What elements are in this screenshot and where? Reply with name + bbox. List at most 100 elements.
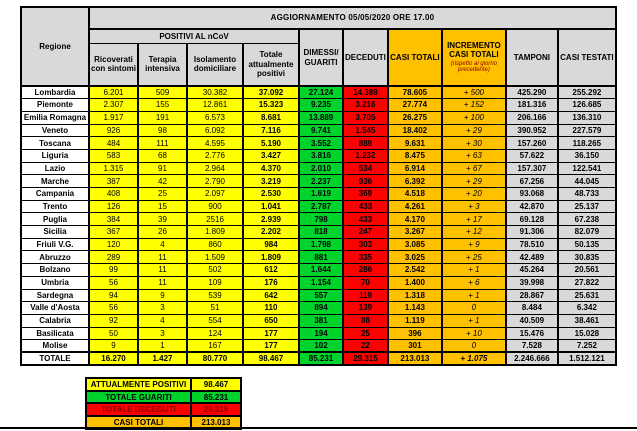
cell-incremento: + 9: [440, 237, 506, 251]
cell-deceduti: 22: [342, 339, 388, 353]
cell-ricoverati: 2.307: [88, 98, 138, 112]
cell-incremento: + 152: [440, 98, 506, 112]
positivi-group-header: POSITIVI AL nCoV: [88, 28, 299, 43]
cell-casi-testati: 227.579: [556, 123, 616, 137]
cell-ricoverati: 56: [88, 275, 138, 289]
cell-dimessi-guariti: 881: [298, 250, 343, 264]
summary-row: TOTALE GUARITI 85.231: [85, 389, 242, 405]
cell-ricoverati: 289: [88, 250, 138, 264]
cell-ricoverati: 16.270: [88, 351, 138, 366]
cell-dimessi-guariti: 13.889: [298, 110, 343, 125]
summary-label-attualmente-positivi: ATTUALMENTE POSITIVI: [85, 377, 192, 392]
cell-dimessi-guariti: 3.816: [298, 148, 343, 163]
cell-casi-totali: 1.143: [386, 301, 442, 315]
cell-totale-positivi: 612: [242, 263, 299, 277]
column-header-deceduti: DECEDUTI: [342, 28, 388, 86]
cell-dimessi-guariti: 894: [298, 301, 343, 315]
cell-totale-positivi: 3.427: [242, 148, 299, 163]
covid-data-table: Regione AGGIORNAMENTO 05/05/2020 ORE 17.…: [20, 6, 617, 367]
table-row-total: TOTALE 16.270 1.427 80.770 98.467 85.231…: [20, 351, 616, 366]
cell-casi-testati: 136.310: [556, 110, 616, 125]
region-name: Bolzano: [20, 263, 89, 277]
cell-incremento: 0: [440, 339, 506, 353]
cell-deceduti: 936: [342, 174, 388, 188]
cell-incremento: + 1.075: [440, 351, 506, 366]
cell-dimessi-guariti: 1.619: [298, 187, 343, 201]
cell-casi-testati: 38.461: [556, 313, 616, 328]
table-row: Umbria 56 11 109 176 1.154 70 1.400 + 6 …: [20, 275, 616, 289]
cell-incremento: + 17: [440, 212, 506, 226]
cell-casi-totali: 1.318: [386, 288, 442, 302]
cell-dimessi-guariti: 3.552: [298, 136, 343, 150]
cell-incremento: + 29: [440, 123, 506, 137]
cell-incremento: + 1: [440, 288, 506, 302]
summary-value-casi-totali: 213.013: [190, 415, 242, 430]
table-row: Emilia Romagna 1.917 191 6.573 8.681 13.…: [20, 110, 616, 125]
summary-value-totale-deceduti: 29.315: [190, 402, 242, 418]
cell-casi-totali: 26.275: [386, 110, 442, 125]
cell-casi-testati: 36.150: [556, 148, 616, 163]
incremento-header-note: (rispetto al giorno precedente): [450, 60, 498, 74]
table-row: Sicilia 367 26 1.809 2.202 818 247 3.267…: [20, 225, 616, 239]
table-row: Piemonte 2.307 155 12.861 15.323 9.235 3…: [20, 98, 616, 112]
cell-casi-totali: 396: [386, 326, 442, 340]
cell-dimessi-guariti: 85.231: [298, 351, 343, 366]
cell-casi-testati: 15.028: [556, 326, 616, 340]
cell-tamponi: 15.476: [504, 326, 558, 340]
cell-casi-totali: 8.475: [386, 148, 442, 163]
summary-value-totale-guariti: 85.231: [190, 389, 242, 405]
cell-casi-totali: 301: [386, 339, 442, 353]
cell-deceduti: 88: [342, 313, 388, 328]
cell-ricoverati: 9: [88, 339, 138, 353]
cell-totale-positivi: 8.681: [242, 110, 299, 125]
cell-tamponi: 157.307: [504, 161, 558, 175]
cell-isolamento: 109: [186, 275, 243, 289]
cell-deceduti: 1.232: [342, 148, 388, 163]
cell-isolamento: 539: [186, 288, 243, 302]
cell-totale-positivi: 177: [242, 339, 299, 353]
cell-terapia-intensiva: 11: [137, 250, 187, 264]
cell-isolamento: 30.382: [186, 85, 243, 99]
region-name: Veneto: [20, 123, 89, 137]
column-header-totale-positivi: Totale attualmente positivi: [242, 42, 299, 86]
cell-terapia-intensiva: 26: [137, 225, 187, 239]
column-header-isolamento: Isolamento domiciliare: [186, 42, 243, 86]
region-name: Trento: [20, 199, 89, 213]
cell-isolamento: 1.509: [186, 250, 243, 264]
cell-isolamento: 6.092: [186, 123, 243, 137]
cell-totale-positivi: 2.939: [242, 212, 299, 226]
cell-casi-testati: 50.135: [556, 237, 616, 251]
cell-tamponi: 42.489: [504, 250, 558, 264]
cell-totale-positivi: 1.041: [242, 199, 299, 213]
cell-incremento: + 1: [440, 313, 506, 328]
cell-isolamento: 51: [186, 301, 243, 315]
cell-deceduti: 139: [342, 301, 388, 315]
cell-casi-testati: 7.252: [556, 339, 616, 353]
cell-tamponi: 78.510: [504, 237, 558, 251]
cell-totale-positivi: 37.092: [242, 85, 299, 99]
cell-terapia-intensiva: 191: [137, 110, 187, 125]
cell-totale-positivi: 3.219: [242, 174, 299, 188]
cell-casi-totali: 27.774: [386, 98, 442, 112]
cell-terapia-intensiva: 39: [137, 212, 187, 226]
cell-deceduti: 534: [342, 161, 388, 175]
cell-casi-testati: 30.835: [556, 250, 616, 264]
cell-ricoverati: 120: [88, 237, 138, 251]
region-name: Emilia Romagna: [20, 110, 89, 125]
cell-totale-positivi: 650: [242, 313, 299, 328]
cell-deceduti: 286: [342, 263, 388, 277]
cell-tamponi: 28.867: [504, 288, 558, 302]
cell-terapia-intensiva: 509: [137, 85, 187, 99]
table-row: Lombardia 6.201 509 30.382 37.092 27.124…: [20, 85, 616, 99]
cell-totale-positivi: 1.809: [242, 250, 299, 264]
cell-tamponi: 67.256: [504, 174, 558, 188]
cell-casi-testati: 82.079: [556, 225, 616, 239]
cell-ricoverati: 6.201: [88, 85, 138, 99]
cell-isolamento: 12.861: [186, 98, 243, 112]
cell-casi-totali: 2.542: [386, 263, 442, 277]
cell-terapia-intensiva: 155: [137, 98, 187, 112]
cell-deceduti: 335: [342, 250, 388, 264]
cell-tamponi: 157.260: [504, 136, 558, 150]
cell-casi-testati: 48.733: [556, 187, 616, 201]
cell-totale-positivi: 4.370: [242, 161, 299, 175]
